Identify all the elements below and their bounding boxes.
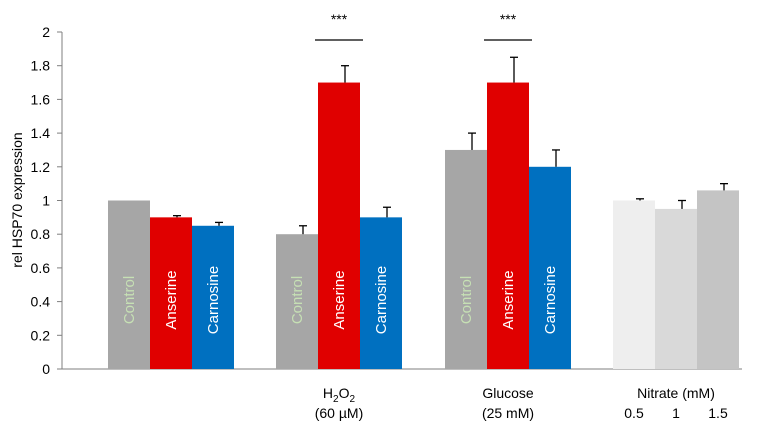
bar (150, 217, 192, 369)
bar-group: Control Anserine Carnosine *** (276, 11, 402, 370)
bar-label: Anserine (163, 270, 180, 329)
bar-label: Carnosine (542, 266, 559, 334)
group-label: Nitrate (mM) (637, 385, 715, 401)
y-tick-label: 2 (42, 24, 50, 40)
bar (697, 190, 739, 369)
bar (655, 208, 697, 369)
bar-group (613, 182, 739, 369)
y-tick-label: 0.8 (31, 226, 51, 242)
bar (360, 217, 402, 369)
significance-marker: *** (500, 11, 517, 27)
bar (192, 225, 234, 369)
group-label-line2: (25 mM) (482, 405, 534, 421)
y-tick-label: 0 (42, 361, 50, 377)
bar (613, 200, 655, 369)
axes: 0 0.2 0.4 0.6 0.8 1 1.2 1.4 1.6 1.8 2 (31, 24, 742, 377)
sub-tick-label: 1 (672, 405, 680, 421)
significance-marker: *** (331, 11, 348, 27)
group-label: Glucose (482, 385, 534, 401)
group-label-line2: (60 µM) (315, 405, 364, 421)
y-axis-label: rel HSP70 expression (9, 132, 25, 267)
y-tick-label: 0.2 (31, 327, 51, 343)
y-tick-label: 1.2 (31, 159, 51, 175)
bar-label: Carnosine (373, 266, 390, 334)
group-label: H2O2 (323, 385, 356, 405)
bar (318, 82, 360, 370)
bar (276, 234, 318, 369)
bar-label: Control (121, 276, 138, 324)
bar (445, 149, 487, 369)
bar-label: Anserine (500, 270, 517, 329)
bars: Control Anserine Carnosine Control Anserine C… (108, 11, 739, 370)
y-tick-label: 0.6 (31, 260, 51, 276)
y-tick-label: 1.8 (31, 58, 51, 74)
bar-label: Control (458, 276, 475, 324)
y-tick-label: 1.4 (31, 125, 51, 141)
group-labels: H2O2(60 µM) Glucose (25 mM) Nitrate (mM) 0.5… (315, 385, 728, 421)
bar (529, 166, 571, 369)
y-tick-label: 0.4 (31, 294, 51, 310)
bar (108, 200, 150, 369)
bar-group: Control Anserine Carnosine (108, 200, 234, 369)
bar (487, 82, 529, 370)
y-tick-label: 1.6 (31, 91, 51, 107)
bar-group: Control Anserine Carnosine *** (445, 11, 571, 370)
bar-label: Carnosine (205, 266, 222, 334)
sub-tick-label: 0.5 (624, 405, 644, 421)
y-tick-label: 1 (42, 193, 50, 209)
bar-label: Control (289, 276, 306, 324)
bar-label: Anserine (331, 270, 348, 329)
sub-tick-label: 1.5 (708, 405, 728, 421)
